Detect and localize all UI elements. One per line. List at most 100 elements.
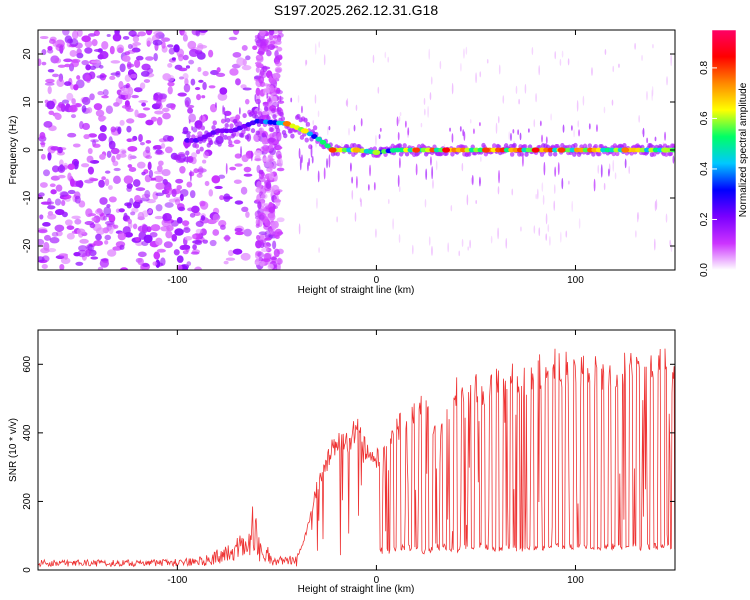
spectrogram-cell bbox=[155, 192, 164, 197]
spectrogram-cell bbox=[155, 204, 163, 212]
spectrogram-cell bbox=[194, 266, 203, 270]
spectrogram-cell bbox=[81, 35, 91, 43]
snr-series-line bbox=[38, 348, 675, 568]
spectrogram-cell bbox=[105, 105, 113, 115]
spectrogram-cell bbox=[459, 126, 462, 132]
spectrogram-cell bbox=[101, 41, 109, 50]
spectrogram-cell bbox=[203, 151, 209, 159]
spectrogram-cell bbox=[243, 173, 253, 177]
spectrogram-cell bbox=[191, 125, 193, 131]
spectrogram-cell bbox=[257, 111, 263, 117]
spectrogram-cell bbox=[317, 170, 320, 183]
spectrogram-cell bbox=[134, 59, 141, 68]
spectrogram-cell bbox=[223, 134, 228, 140]
spectrogram-cell bbox=[118, 81, 124, 90]
spectrogram-cell bbox=[505, 237, 508, 249]
spectrogram-cell bbox=[127, 49, 136, 54]
spectrogram-cell bbox=[630, 147, 638, 153]
colorbar-gradient bbox=[712, 30, 736, 270]
spectrogram-cell bbox=[557, 162, 560, 176]
spectrogram-cell bbox=[372, 149, 381, 155]
spectrogram-cell bbox=[110, 147, 120, 155]
spectrogram-cell bbox=[84, 47, 93, 54]
spectrogram-y-tick-label: 0 bbox=[22, 147, 33, 153]
spectrogram-cell bbox=[43, 120, 53, 128]
spectrogram-cell bbox=[241, 206, 249, 213]
spectrogram-cell bbox=[232, 248, 243, 255]
spectrogram-cell bbox=[130, 73, 137, 79]
spectrogram-cell bbox=[176, 255, 184, 263]
spectrogram-cell bbox=[460, 62, 462, 72]
spectrogram-cell bbox=[162, 212, 172, 222]
spectrogram-cell bbox=[646, 90, 648, 101]
spectrogram-cell bbox=[198, 30, 208, 33]
spectrogram-cell bbox=[352, 147, 361, 153]
spectrogram-cell bbox=[306, 131, 314, 137]
spectrogram-cell bbox=[156, 165, 163, 173]
spectrogram-cell bbox=[225, 117, 231, 123]
spectrogram-cell bbox=[235, 78, 241, 86]
spectrogram-cell bbox=[137, 251, 147, 258]
spectrogram-cell bbox=[463, 131, 466, 141]
spectrogram-cell bbox=[515, 85, 518, 95]
spectrogram-cell bbox=[652, 151, 657, 157]
spectrogram-cell bbox=[375, 228, 377, 238]
spectrogram-cell bbox=[112, 160, 119, 167]
spectrogram-cell bbox=[118, 208, 125, 213]
spectrogram-cell bbox=[346, 147, 353, 153]
spectrogram-cell bbox=[269, 163, 274, 171]
spectrogram-cell bbox=[48, 38, 56, 44]
spectrogram-cell bbox=[240, 186, 248, 195]
spectrogram-cell bbox=[131, 94, 139, 99]
spectrogram-cell bbox=[90, 139, 99, 143]
spectrogram-cell bbox=[359, 197, 362, 203]
spectrogram-cell bbox=[263, 179, 271, 185]
snr-x-tick-label: -100 bbox=[167, 575, 187, 586]
spectrogram-cell bbox=[67, 132, 77, 138]
spectrogram-cell bbox=[135, 55, 144, 61]
spectrogram-cell bbox=[127, 43, 133, 50]
spectrogram-cell bbox=[509, 151, 515, 157]
spectrogram-cell bbox=[503, 147, 511, 153]
spectrogram-cell bbox=[220, 118, 226, 124]
spectrogram-cell bbox=[595, 147, 603, 153]
spectrogram-cell bbox=[600, 147, 607, 153]
spectrogram-cell bbox=[642, 127, 645, 138]
spectrogram-cell bbox=[275, 258, 283, 265]
spectrogram-cell bbox=[255, 136, 260, 140]
spectrogram-cell bbox=[45, 78, 55, 84]
spectrogram-cell bbox=[204, 180, 210, 187]
spectrogram-cell bbox=[212, 120, 217, 126]
spectrogram-cell bbox=[538, 65, 540, 76]
spectrogram-cell bbox=[571, 200, 574, 213]
spectrogram-cell bbox=[593, 178, 596, 192]
spectrogram-cell bbox=[324, 143, 331, 149]
spectrogram-cell bbox=[69, 38, 79, 47]
spectrogram-cell bbox=[134, 109, 139, 118]
spectrogram-cell bbox=[167, 81, 175, 87]
spectrogram-cell bbox=[106, 150, 112, 158]
spectrogram-cell bbox=[471, 174, 474, 186]
spectrogram-cell bbox=[132, 179, 141, 187]
spectrogram-cell bbox=[87, 148, 93, 155]
spectrogram-cell bbox=[653, 238, 656, 251]
spectrogram-cell bbox=[38, 256, 45, 263]
spectrogram-cell bbox=[112, 33, 122, 42]
spectrogram-cell bbox=[552, 151, 558, 157]
spectrogram-cell bbox=[188, 138, 195, 143]
spectrogram-cell bbox=[268, 158, 275, 162]
spectrogram-cell bbox=[277, 100, 285, 104]
spectrogram-cell bbox=[202, 239, 208, 244]
spectrogram-cell bbox=[328, 125, 331, 131]
spectrogram-cell bbox=[646, 137, 649, 144]
spectrogram-cell bbox=[424, 147, 432, 153]
spectrogram-cell bbox=[608, 147, 616, 153]
spectrogram-cell bbox=[85, 74, 91, 82]
spectrogram-cell bbox=[49, 183, 56, 188]
spectrogram-cell bbox=[271, 222, 277, 230]
spectrogram-cell bbox=[618, 63, 620, 68]
spectrogram-cell bbox=[466, 194, 469, 206]
spectrogram-cell bbox=[527, 128, 530, 133]
spectrogram-cell bbox=[404, 151, 410, 157]
spectrogram-cell bbox=[442, 147, 451, 153]
